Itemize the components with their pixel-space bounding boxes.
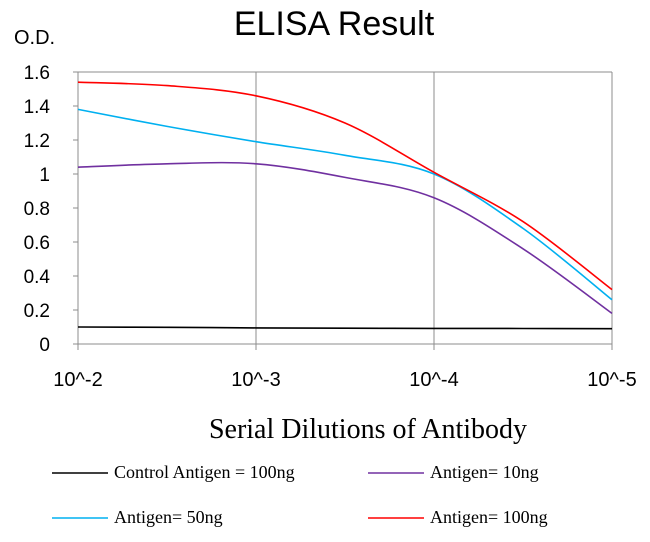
chart-title: ELISA Result xyxy=(234,5,435,43)
y-tick-label: 0.2 xyxy=(24,301,50,322)
legend: Control Antigen = 100ng Antigen= 10ng Anti… xyxy=(52,462,548,527)
y-tick-label: 0.8 xyxy=(24,199,50,220)
series-line-antigen-10ng xyxy=(77,161,613,315)
x-axis-label: Serial Dilutions of Antibody xyxy=(209,414,527,445)
y-axis-ticks: 0 0.2 0.4 0.6 0.8 1 1.2 1.4 1.6 xyxy=(24,63,78,356)
legend-label-antigen-100ng: Antigen= 100ng xyxy=(430,507,548,527)
y-tick-label: 1.2 xyxy=(24,131,50,152)
y-axis-label: O.D. xyxy=(14,27,55,49)
series-line-control-antigen-100ng xyxy=(77,326,613,330)
legend-label-antigen-10ng: Antigen= 10ng xyxy=(430,462,539,482)
axes xyxy=(77,71,612,345)
grid-lines xyxy=(255,72,613,344)
series-line-antigen-100ng xyxy=(77,81,613,291)
x-tick-label: 10^-2 xyxy=(53,369,102,391)
y-tick-label: 1.4 xyxy=(24,97,51,118)
legend-label-antigen-50ng: Antigen= 50ng xyxy=(114,507,223,527)
legend-label-control-antigen-100ng: Control Antigen = 100ng xyxy=(114,462,295,482)
series-line-antigen-50ng xyxy=(77,108,613,301)
series-lines xyxy=(77,81,613,330)
x-tick-label: 10^-3 xyxy=(231,369,280,391)
y-tick-label: 1 xyxy=(39,165,50,186)
y-tick-label: 0.6 xyxy=(24,233,50,254)
y-tick-label: 0 xyxy=(39,335,50,356)
x-tick-label: 10^-5 xyxy=(587,369,636,391)
y-tick-label: 1.6 xyxy=(24,63,50,84)
x-axis-ticks: 10^-2 10^-3 10^-4 10^-5 xyxy=(53,344,637,391)
x-tick-label: 10^-4 xyxy=(409,369,458,391)
y-tick-label: 0.4 xyxy=(24,267,51,288)
